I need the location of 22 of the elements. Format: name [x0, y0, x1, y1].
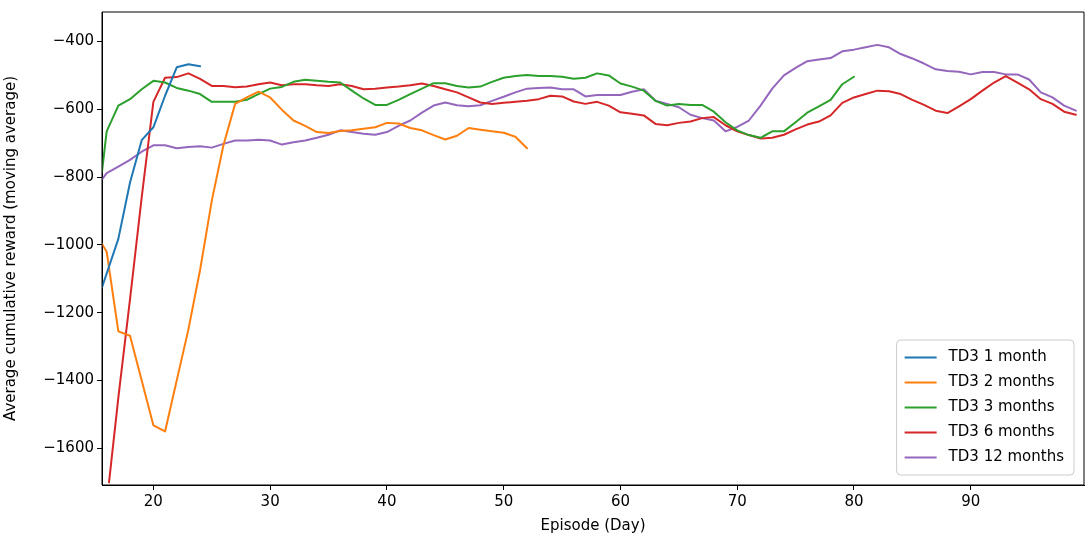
legend-label: TD3 3 months — [947, 397, 1055, 416]
legend-label: TD3 6 months — [947, 422, 1055, 441]
x-tick-label: 30 — [260, 491, 280, 510]
legend-label: TD3 12 months — [947, 447, 1065, 466]
x-tick-label: 90 — [961, 491, 981, 510]
x-tick-label: 70 — [727, 491, 747, 510]
legend-label: TD3 1 month — [947, 347, 1047, 366]
legend-label: TD3 2 months — [947, 372, 1055, 391]
y-tick-label: −800 — [52, 167, 94, 186]
y-tick-label: −1000 — [43, 234, 94, 253]
x-tick-label: 20 — [143, 491, 163, 510]
y-tick-label: −600 — [52, 99, 94, 118]
y-tick-label: −1600 — [43, 438, 94, 457]
x-tick-label: 50 — [494, 491, 514, 510]
y-axis-title: Average cumulative reward (moving average) — [0, 76, 19, 421]
x-tick-label: 60 — [610, 491, 630, 510]
y-tick-label: −1400 — [43, 370, 94, 389]
y-tick-label: −400 — [52, 31, 94, 50]
x-tick-label: 80 — [844, 491, 864, 510]
y-tick-label: −1200 — [43, 302, 94, 321]
x-tick-label: 40 — [377, 491, 397, 510]
x-axis-title: Episode (Day) — [540, 515, 646, 534]
